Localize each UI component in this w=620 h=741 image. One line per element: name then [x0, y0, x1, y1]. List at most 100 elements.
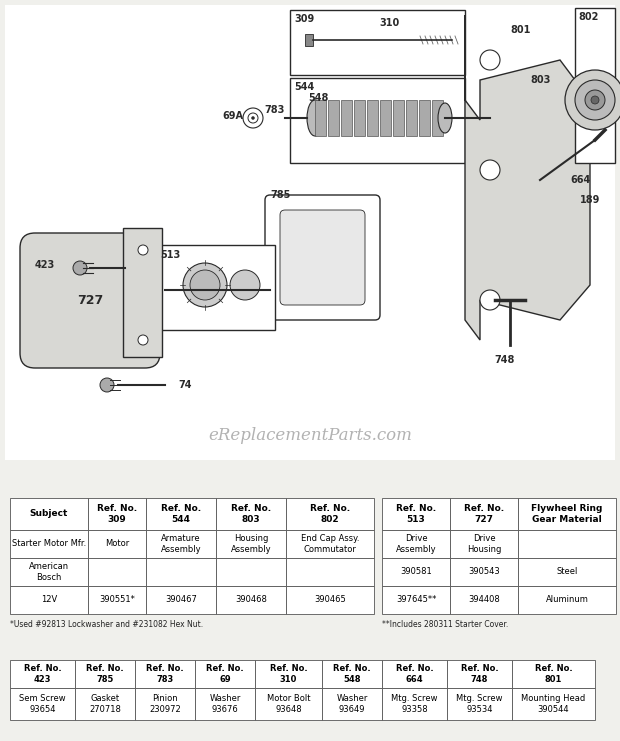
Text: 548: 548	[308, 93, 329, 103]
Bar	[155, 245, 275, 330]
Circle shape	[73, 261, 87, 275]
Bar	[216, 558, 286, 586]
Bar	[10, 530, 88, 558]
Text: 390543: 390543	[468, 568, 500, 576]
Bar	[382, 558, 450, 586]
Text: Steel: Steel	[556, 568, 578, 576]
Text: Mtg. Screw
93358: Mtg. Screw 93358	[391, 694, 438, 714]
Circle shape	[100, 378, 114, 392]
Text: Ref. No.
803: Ref. No. 803	[231, 505, 271, 524]
Text: 783: 783	[265, 105, 285, 115]
Text: Ref. No.
748: Ref. No. 748	[461, 664, 498, 684]
Bar	[5, 5, 615, 460]
Circle shape	[138, 335, 148, 345]
Bar	[382, 660, 447, 688]
Text: 802: 802	[578, 12, 598, 22]
Bar	[255, 688, 322, 720]
Text: 12V: 12V	[41, 596, 57, 605]
Text: Ref. No.
783: Ref. No. 783	[146, 664, 184, 684]
Text: 390467: 390467	[165, 596, 197, 605]
Circle shape	[585, 90, 605, 110]
Circle shape	[480, 160, 500, 180]
Text: End Cap Assy.
Commutator: End Cap Assy. Commutator	[301, 534, 359, 554]
Bar	[447, 688, 512, 720]
Bar	[10, 660, 75, 688]
Text: 394408: 394408	[468, 596, 500, 605]
Text: Ref. No.
513: Ref. No. 513	[396, 505, 436, 524]
Ellipse shape	[438, 103, 452, 133]
Bar	[450, 530, 518, 558]
Text: Ref. No.
310: Ref. No. 310	[270, 664, 308, 684]
Text: Motor Bolt
93648: Motor Bolt 93648	[267, 694, 310, 714]
Circle shape	[565, 70, 620, 130]
Text: Ref. No.
727: Ref. No. 727	[464, 505, 504, 524]
Text: 390468: 390468	[235, 596, 267, 605]
Text: Armature
Assembly: Armature Assembly	[161, 534, 202, 554]
Text: 803: 803	[530, 75, 551, 85]
Bar	[575, 8, 615, 163]
Bar	[286, 558, 374, 586]
Bar	[88, 558, 146, 586]
Bar	[512, 660, 595, 688]
Text: Flywheel Ring
Gear Material: Flywheel Ring Gear Material	[531, 505, 603, 524]
Bar	[518, 558, 616, 586]
Bar	[328, 100, 339, 136]
Text: 309: 309	[294, 14, 314, 24]
Bar	[146, 558, 216, 586]
Text: 69A: 69A	[222, 111, 243, 121]
Circle shape	[252, 116, 254, 119]
FancyBboxPatch shape	[20, 233, 160, 368]
Text: 544: 544	[294, 82, 314, 92]
Text: Gasket
270718: Gasket 270718	[89, 694, 121, 714]
Text: *Used #92813 Lockwasher and #231082 Hex Nut.: *Used #92813 Lockwasher and #231082 Hex …	[10, 620, 203, 629]
Text: Ref. No.
69: Ref. No. 69	[206, 664, 244, 684]
Text: Ref. No.
785: Ref. No. 785	[86, 664, 124, 684]
Text: Aluminum: Aluminum	[546, 596, 588, 605]
Text: 310: 310	[380, 18, 400, 28]
Text: Ref. No.
801: Ref. No. 801	[534, 664, 572, 684]
Text: Subject: Subject	[30, 510, 68, 519]
Bar	[419, 100, 430, 136]
FancyBboxPatch shape	[123, 228, 162, 357]
Bar	[10, 498, 88, 530]
Text: 664: 664	[570, 175, 590, 185]
Text: 748: 748	[495, 355, 515, 365]
Circle shape	[183, 263, 227, 307]
Text: Starter Motor Mfr.: Starter Motor Mfr.	[12, 539, 86, 548]
Bar	[75, 660, 135, 688]
Bar	[341, 100, 352, 136]
Circle shape	[190, 270, 220, 300]
Bar	[216, 530, 286, 558]
Circle shape	[480, 50, 500, 70]
Text: Sem Screw
93654: Sem Screw 93654	[19, 694, 66, 714]
Text: Housing
Assembly: Housing Assembly	[231, 534, 272, 554]
Polygon shape	[465, 15, 590, 340]
Bar	[146, 498, 216, 530]
Circle shape	[138, 245, 148, 255]
Text: Ref. No.
544: Ref. No. 544	[161, 505, 201, 524]
Bar	[290, 10, 465, 75]
Bar	[518, 586, 616, 614]
Bar	[10, 586, 88, 614]
Bar	[75, 688, 135, 720]
Text: 189: 189	[580, 195, 600, 205]
Bar	[322, 688, 382, 720]
Text: **Includes 280311 Starter Cover.: **Includes 280311 Starter Cover.	[382, 620, 508, 629]
Bar	[286, 586, 374, 614]
Bar	[88, 586, 146, 614]
Text: Washer
93649: Washer 93649	[336, 694, 368, 714]
Text: Motor: Motor	[105, 539, 129, 548]
Text: 390581: 390581	[400, 568, 432, 576]
Bar	[382, 688, 447, 720]
Bar	[393, 100, 404, 136]
Bar	[10, 688, 75, 720]
Text: Washer
93676: Washer 93676	[210, 694, 241, 714]
Bar	[518, 498, 616, 530]
Bar	[146, 586, 216, 614]
Bar	[380, 100, 391, 136]
Ellipse shape	[307, 100, 323, 136]
Bar	[135, 688, 195, 720]
Bar	[88, 530, 146, 558]
Text: Drive
Housing: Drive Housing	[467, 534, 501, 554]
Text: 423: 423	[35, 260, 55, 270]
